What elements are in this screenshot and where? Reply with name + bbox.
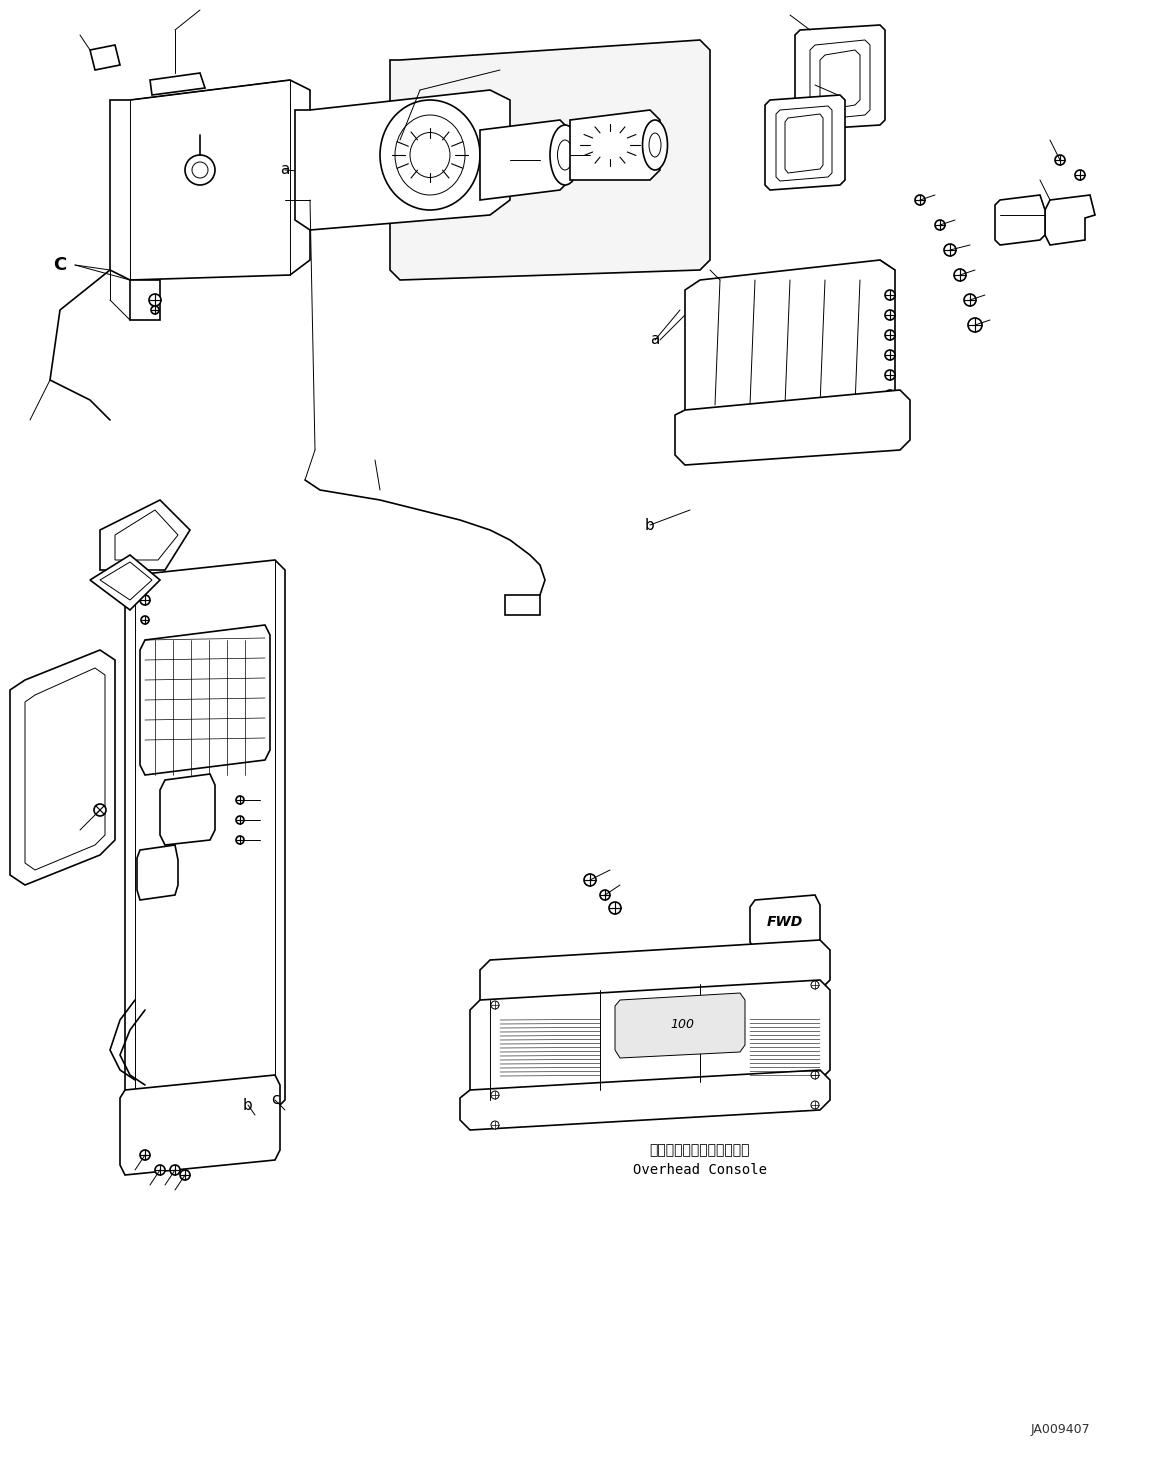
Ellipse shape	[236, 836, 244, 844]
Ellipse shape	[491, 1120, 499, 1129]
Text: b: b	[243, 1097, 253, 1113]
Ellipse shape	[140, 1150, 150, 1160]
Ellipse shape	[885, 329, 895, 339]
Ellipse shape	[1075, 170, 1086, 181]
Ellipse shape	[180, 1170, 190, 1180]
Text: オーバーヘッドコンソール: オーバーヘッドコンソール	[650, 1142, 750, 1157]
Ellipse shape	[185, 154, 215, 185]
Text: JA009407: JA009407	[1030, 1423, 1090, 1437]
Text: C: C	[53, 256, 66, 274]
Ellipse shape	[192, 162, 208, 178]
Polygon shape	[140, 625, 271, 775]
Polygon shape	[110, 80, 310, 280]
Polygon shape	[750, 895, 820, 950]
Ellipse shape	[642, 119, 668, 170]
Polygon shape	[390, 39, 711, 280]
Text: FWD: FWD	[767, 915, 803, 930]
Polygon shape	[115, 510, 178, 559]
Ellipse shape	[885, 310, 895, 321]
Polygon shape	[10, 650, 115, 884]
Ellipse shape	[380, 101, 479, 210]
Polygon shape	[470, 981, 830, 1100]
Ellipse shape	[151, 306, 159, 315]
Polygon shape	[479, 119, 570, 200]
Polygon shape	[570, 109, 659, 181]
Polygon shape	[160, 774, 215, 845]
Ellipse shape	[140, 594, 150, 605]
Polygon shape	[685, 259, 895, 420]
Ellipse shape	[584, 874, 596, 886]
Text: 100: 100	[670, 1018, 694, 1032]
Ellipse shape	[935, 220, 945, 230]
Polygon shape	[795, 25, 885, 130]
Polygon shape	[776, 106, 832, 181]
Ellipse shape	[1055, 154, 1065, 165]
Text: c: c	[271, 1093, 280, 1107]
Ellipse shape	[236, 796, 244, 804]
Ellipse shape	[491, 1001, 499, 1010]
Ellipse shape	[149, 294, 161, 306]
Ellipse shape	[915, 195, 925, 205]
Ellipse shape	[550, 125, 580, 185]
Polygon shape	[820, 50, 860, 109]
Ellipse shape	[812, 1071, 819, 1080]
Polygon shape	[100, 500, 190, 570]
Text: a: a	[280, 163, 290, 178]
Polygon shape	[120, 1075, 280, 1174]
Polygon shape	[130, 280, 160, 321]
Ellipse shape	[557, 140, 572, 170]
Polygon shape	[810, 39, 870, 119]
Ellipse shape	[410, 133, 450, 178]
Polygon shape	[785, 114, 823, 173]
Ellipse shape	[812, 981, 819, 989]
Ellipse shape	[649, 133, 661, 157]
Ellipse shape	[236, 816, 244, 825]
Polygon shape	[100, 562, 152, 600]
Ellipse shape	[140, 616, 149, 624]
Text: Overhead Console: Overhead Console	[633, 1163, 767, 1177]
Ellipse shape	[812, 1101, 819, 1109]
Polygon shape	[675, 390, 910, 465]
Ellipse shape	[885, 290, 895, 300]
Ellipse shape	[885, 350, 895, 360]
Polygon shape	[995, 195, 1045, 245]
Polygon shape	[505, 594, 540, 615]
Polygon shape	[1045, 195, 1095, 245]
Polygon shape	[26, 667, 104, 870]
Polygon shape	[765, 95, 845, 189]
Ellipse shape	[170, 1166, 180, 1174]
Polygon shape	[460, 1069, 830, 1131]
Text: a: a	[650, 332, 659, 348]
Text: b: b	[646, 517, 655, 532]
Ellipse shape	[491, 1091, 499, 1099]
Ellipse shape	[964, 294, 976, 306]
Polygon shape	[479, 940, 830, 1010]
Polygon shape	[91, 555, 160, 610]
Polygon shape	[137, 845, 178, 900]
Ellipse shape	[954, 270, 966, 281]
Ellipse shape	[610, 902, 621, 914]
Ellipse shape	[600, 890, 610, 900]
Polygon shape	[295, 90, 510, 230]
Ellipse shape	[395, 115, 466, 195]
Ellipse shape	[156, 1166, 165, 1174]
Polygon shape	[615, 994, 745, 1058]
Ellipse shape	[944, 243, 956, 256]
Polygon shape	[150, 73, 205, 95]
Ellipse shape	[94, 804, 106, 816]
Polygon shape	[91, 45, 120, 70]
Ellipse shape	[968, 318, 982, 332]
Ellipse shape	[885, 390, 895, 401]
Polygon shape	[125, 559, 284, 1120]
Ellipse shape	[885, 370, 895, 380]
